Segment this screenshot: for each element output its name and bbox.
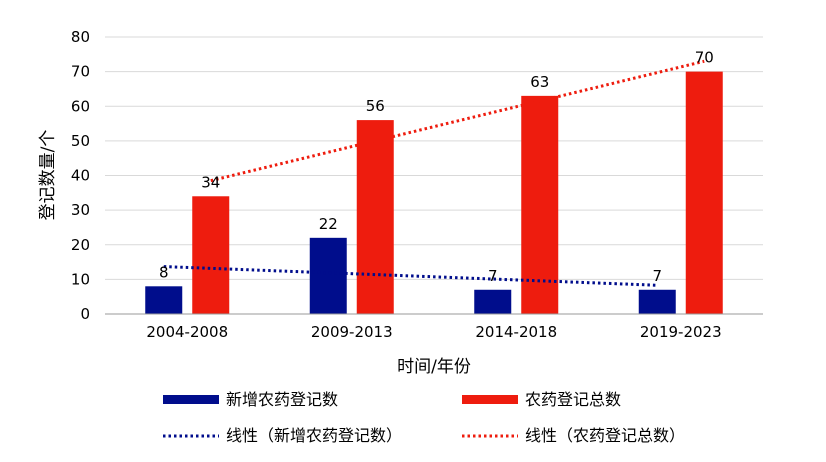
legend-item-new: 新增农药登记数	[163, 390, 338, 409]
trendlines	[163, 59, 705, 287]
legend-label-total: 农药登记总数	[525, 390, 621, 409]
y-tick-label: 80	[71, 28, 90, 46]
legend-swatch-total	[462, 395, 518, 404]
bar-total-registrations	[685, 71, 723, 314]
data-label-new: 8	[159, 263, 169, 281]
legend-label-trend-new: 线性（新增农药登记数）	[226, 426, 402, 445]
legend-swatch-new	[163, 395, 219, 404]
bar-total-registrations	[356, 120, 394, 314]
bar-total-registrations	[192, 196, 230, 314]
data-label-total: 70	[695, 49, 714, 67]
data-label-total: 34	[201, 173, 220, 191]
legend: 新增农药登记数 农药登记总数 线性（新增农药登记数） 线性（农药登记总数）	[163, 390, 685, 445]
legend-item-trend-total: 线性（农药登记总数）	[462, 426, 685, 445]
y-tick-label: 60	[71, 97, 90, 115]
y-tick-label: 50	[71, 132, 90, 150]
trendline-total-registrations	[210, 59, 705, 183]
trendline-new-registrations	[163, 265, 658, 287]
y-axis-title: 登记数量/个	[38, 130, 58, 221]
y-tick-label: 30	[71, 201, 90, 219]
y-tick-label: 0	[80, 305, 90, 323]
x-tick-label: 2004-2008	[146, 323, 228, 341]
data-label-new: 7	[652, 267, 662, 285]
x-axis-title: 时间/年份	[397, 357, 471, 377]
y-tick-label: 40	[71, 167, 90, 185]
y-tick-label: 70	[71, 63, 90, 81]
bar-new-registrations	[309, 237, 347, 314]
legend-label-new: 新增农药登记数	[226, 390, 338, 409]
data-label-total: 63	[530, 73, 549, 91]
bars	[145, 71, 723, 314]
x-tick-label: 2009-2013	[311, 323, 393, 341]
data-label-total: 56	[366, 97, 385, 115]
y-tick-label: 20	[71, 236, 90, 254]
y-axis-ticks: 0 10 20 30 40 50 60 70 80	[71, 28, 90, 323]
data-label-new: 22	[319, 215, 338, 233]
bar-new-registrations	[638, 289, 676, 314]
data-labels: 8 22 7 7 34 56 63 70	[159, 49, 714, 285]
bar-new-registrations	[145, 286, 183, 314]
bar-new-registrations	[474, 289, 512, 314]
data-label-new: 7	[488, 267, 498, 285]
legend-label-trend-total: 线性（农药登记总数）	[525, 426, 685, 445]
x-axis-ticks: 2004-2008 2009-2013 2014-2018 2019-2023	[146, 323, 721, 341]
bar-total-registrations	[521, 95, 559, 314]
x-tick-label: 2014-2018	[475, 323, 557, 341]
x-tick-label: 2019-2023	[640, 323, 722, 341]
y-tick-label: 10	[71, 270, 90, 288]
legend-item-trend-new: 线性（新增农药登记数）	[163, 426, 402, 445]
legend-item-total: 农药登记总数	[462, 390, 621, 409]
